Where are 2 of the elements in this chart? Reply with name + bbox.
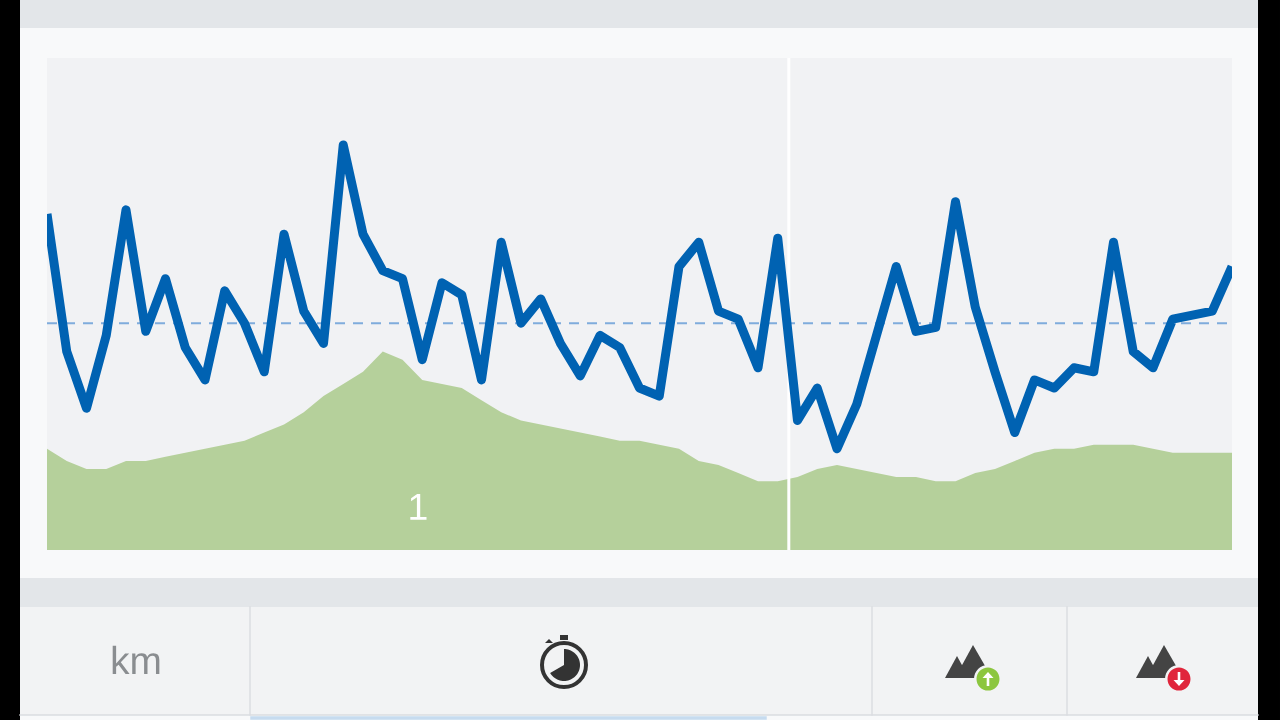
- text: km: [112, 645, 160, 675]
- annotation: 1: [410, 494, 427, 520]
